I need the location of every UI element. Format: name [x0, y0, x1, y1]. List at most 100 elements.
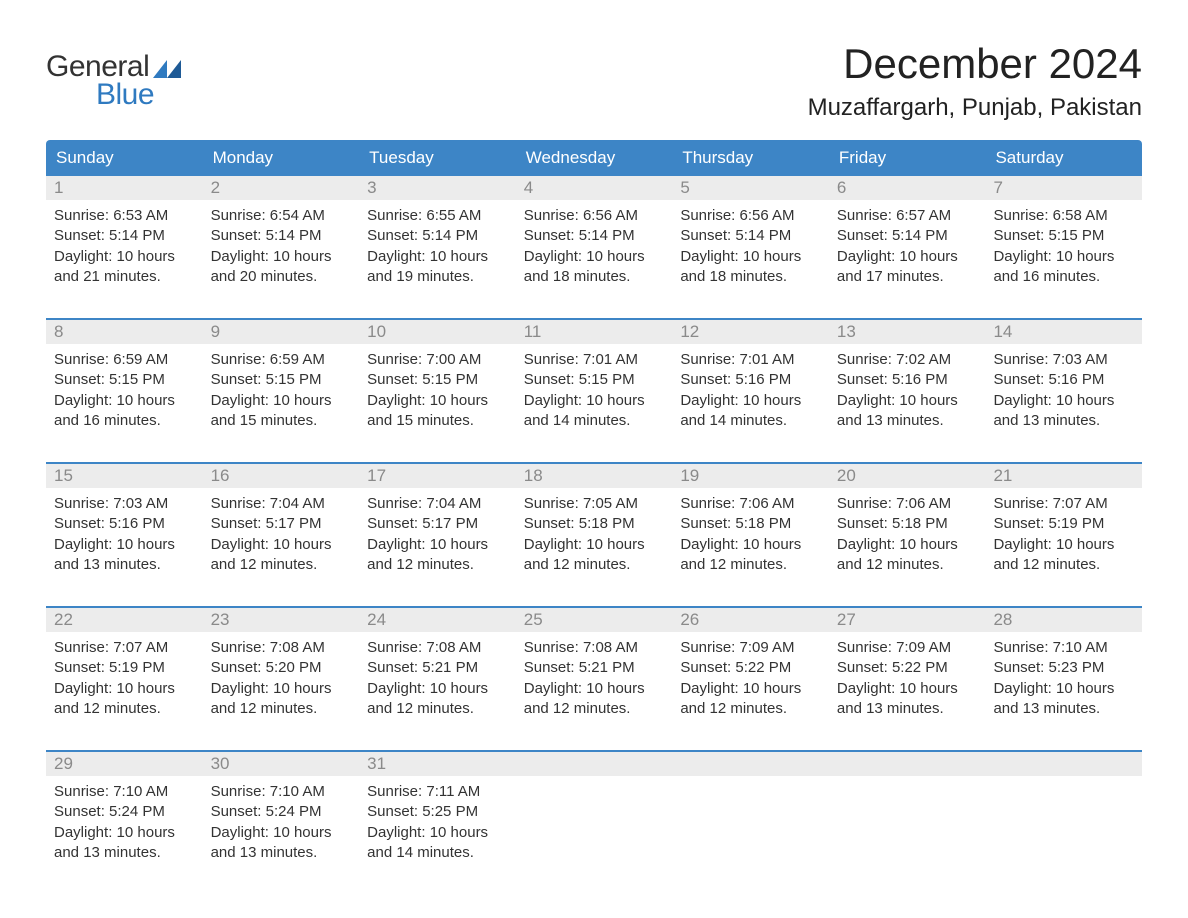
calendar-cell: 24Sunrise: 7:08 AMSunset: 5:21 PMDayligh… — [359, 608, 516, 728]
day-details: Sunrise: 6:59 AMSunset: 5:15 PMDaylight:… — [46, 344, 203, 435]
calendar-cell: 10Sunrise: 7:00 AMSunset: 5:15 PMDayligh… — [359, 320, 516, 440]
sunset-value: 5:18 PM — [735, 515, 791, 532]
sunset-line: Sunset: 5:18 PM — [837, 514, 978, 534]
sunset-line: Sunset: 5:14 PM — [54, 226, 195, 246]
sunset-label: Sunset: — [524, 227, 575, 244]
calendar-cell: 7Sunrise: 6:58 AMSunset: 5:15 PMDaylight… — [985, 176, 1142, 296]
sunset-label: Sunset: — [54, 371, 105, 388]
sunrise-line: Sunrise: 7:03 AM — [993, 350, 1134, 370]
calendar-cell: 22Sunrise: 7:07 AMSunset: 5:19 PMDayligh… — [46, 608, 203, 728]
logo-text-blue: Blue — [96, 78, 154, 112]
sunrise-line: Sunrise: 6:56 AM — [524, 206, 665, 226]
daylight-line: Daylight: 10 hours and 12 minutes. — [367, 679, 508, 720]
sunrise-value: 7:04 AM — [426, 495, 481, 512]
sunrise-line: Sunrise: 7:09 AM — [680, 638, 821, 658]
sunrise-line: Sunrise: 7:06 AM — [680, 494, 821, 514]
sunset-line: Sunset: 5:14 PM — [680, 226, 821, 246]
sunrise-line: Sunrise: 7:11 AM — [367, 782, 508, 802]
sunset-label: Sunset: — [211, 371, 262, 388]
sunrise-label: Sunrise: — [367, 783, 422, 800]
sunset-value: 5:21 PM — [422, 659, 478, 676]
sunset-value: 5:14 PM — [266, 227, 322, 244]
sunrise-label: Sunrise: — [211, 639, 266, 656]
daylight-label: Daylight: — [54, 536, 112, 553]
day-details: Sunrise: 7:05 AMSunset: 5:18 PMDaylight:… — [516, 488, 673, 579]
day-details: Sunrise: 7:03 AMSunset: 5:16 PM Daylight:… — [985, 344, 1142, 435]
page-title: December 2024 — [808, 40, 1142, 88]
day-number: 23 — [203, 608, 360, 632]
sunrise-label: Sunrise: — [54, 351, 109, 368]
sunrise-line: Sunrise: 7:04 AM — [367, 494, 508, 514]
sunrise-value: 6:54 AM — [270, 207, 325, 224]
daylight-line: Daylight: 10 hours and 14 minutes. — [524, 391, 665, 432]
day-details: Sunrise: 7:01 AMSunset: 5:15 PMDaylight:… — [516, 344, 673, 435]
sunset-value: 5:17 PM — [266, 515, 322, 532]
day-number: 1 — [46, 176, 203, 200]
calendar-cell: 2Sunrise: 6:54 AMSunset: 5:14 PMDaylight… — [203, 176, 360, 296]
daylight-label: Daylight: — [680, 680, 738, 697]
calendar-week: 8Sunrise: 6:59 AMSunset: 5:15 PMDaylight… — [46, 318, 1142, 440]
calendar-cell: 21Sunrise: 7:07 AMSunset: 5:19 PMDayligh… — [985, 464, 1142, 584]
sunrise-line: Sunrise: 7:01 AM — [524, 350, 665, 370]
sunset-line: Sunset: 5:15 PM — [993, 226, 1134, 246]
sunrise-value: 6:53 AM — [113, 207, 168, 224]
weekday-header: Sunday — [46, 140, 203, 176]
sunset-label: Sunset: — [54, 659, 105, 676]
calendar-cell: 28Sunrise: 7:10 AMSunset: 5:23 PMDayligh… — [985, 608, 1142, 728]
daylight-label: Daylight: — [993, 392, 1051, 409]
daylight-label: Daylight: — [680, 392, 738, 409]
daylight-line: Daylight: 10 hours and 17 minutes. — [837, 247, 978, 288]
sunrise-value: 7:01 AM — [740, 351, 795, 368]
sunrise-value: 7:09 AM — [740, 639, 795, 656]
sunset-line: Sunset: 5:16 PM — [680, 370, 821, 390]
sunrise-value: 7:00 AM — [426, 351, 481, 368]
day-number — [672, 752, 829, 776]
sunrise-line: Sunrise: 7:01 AM — [680, 350, 821, 370]
daylight-label: Daylight: — [211, 536, 269, 553]
sunrise-line: Sunrise: 6:58 AM — [993, 206, 1134, 226]
calendar-cell: 13Sunrise: 7:02 AMSunset: 5:16 PMDayligh… — [829, 320, 986, 440]
sunset-line: Sunset: 5:22 PM — [837, 658, 978, 678]
sunset-line: Sunset: 5:16 PM — [993, 370, 1134, 390]
daylight-label: Daylight: — [993, 248, 1051, 265]
day-details: Sunrise: 6:58 AMSunset: 5:15 PM Daylight:… — [985, 200, 1142, 291]
day-number: 13 — [829, 320, 986, 344]
day-details — [985, 776, 1142, 786]
sunset-label: Sunset: — [54, 515, 105, 532]
daylight-label: Daylight: — [54, 824, 112, 841]
sunrise-label: Sunrise: — [211, 783, 266, 800]
sunrise-line: Sunrise: 6:55 AM — [367, 206, 508, 226]
sunrise-label: Sunrise: — [54, 207, 109, 224]
sunrise-label: Sunrise: — [54, 639, 109, 656]
sunset-value: 5:18 PM — [579, 515, 635, 532]
sunrise-line: Sunrise: 7:10 AM — [993, 638, 1134, 658]
daylight-label: Daylight: — [367, 680, 425, 697]
calendar-cell: 27Sunrise: 7:09 AMSunset: 5:22 PMDayligh… — [829, 608, 986, 728]
weekday-header: Thursday — [672, 140, 829, 176]
sunset-label: Sunset: — [367, 227, 418, 244]
day-number: 6 — [829, 176, 986, 200]
sunset-value: 5:15 PM — [1049, 227, 1105, 244]
day-details — [516, 776, 673, 786]
daylight-label: Daylight: — [524, 536, 582, 553]
sunset-value: 5:14 PM — [579, 227, 635, 244]
sunrise-label: Sunrise: — [367, 207, 422, 224]
header-bar: General Blue December 2024 Muzaffargarh,… — [46, 40, 1142, 122]
sunrise-line: Sunrise: 7:07 AM — [54, 638, 195, 658]
day-details: Sunrise: 7:10 AMSunset: 5:24 PMDaylight:… — [46, 776, 203, 867]
sunrise-line: Sunrise: 7:08 AM — [211, 638, 352, 658]
logo: General Blue — [46, 40, 181, 112]
calendar-cell: 5Sunrise: 6:56 AMSunset: 5:14 PMDaylight… — [672, 176, 829, 296]
daylight-label: Daylight: — [211, 680, 269, 697]
daylight-label: Daylight: — [367, 248, 425, 265]
day-number: 27 — [829, 608, 986, 632]
calendar-cell: 12Sunrise: 7:01 AMSunset: 5:16 PMDayligh… — [672, 320, 829, 440]
weekday-header-row: SundayMondayTuesdayWednesdayThursdayFrid… — [46, 140, 1142, 176]
day-details: Sunrise: 7:09 AMSunset: 5:22 PMDaylight:… — [829, 632, 986, 723]
day-details: Sunrise: 7:07 AMSunset: 5:19 PMDaylight:… — [985, 488, 1142, 579]
sunrise-label: Sunrise: — [211, 351, 266, 368]
daylight-label: Daylight: — [993, 680, 1051, 697]
daylight-line: Daylight: 10 hours and 13 minutes. — [211, 823, 352, 864]
sunrise-value: 7:02 AM — [896, 351, 951, 368]
sunrise-label: Sunrise: — [367, 639, 422, 656]
